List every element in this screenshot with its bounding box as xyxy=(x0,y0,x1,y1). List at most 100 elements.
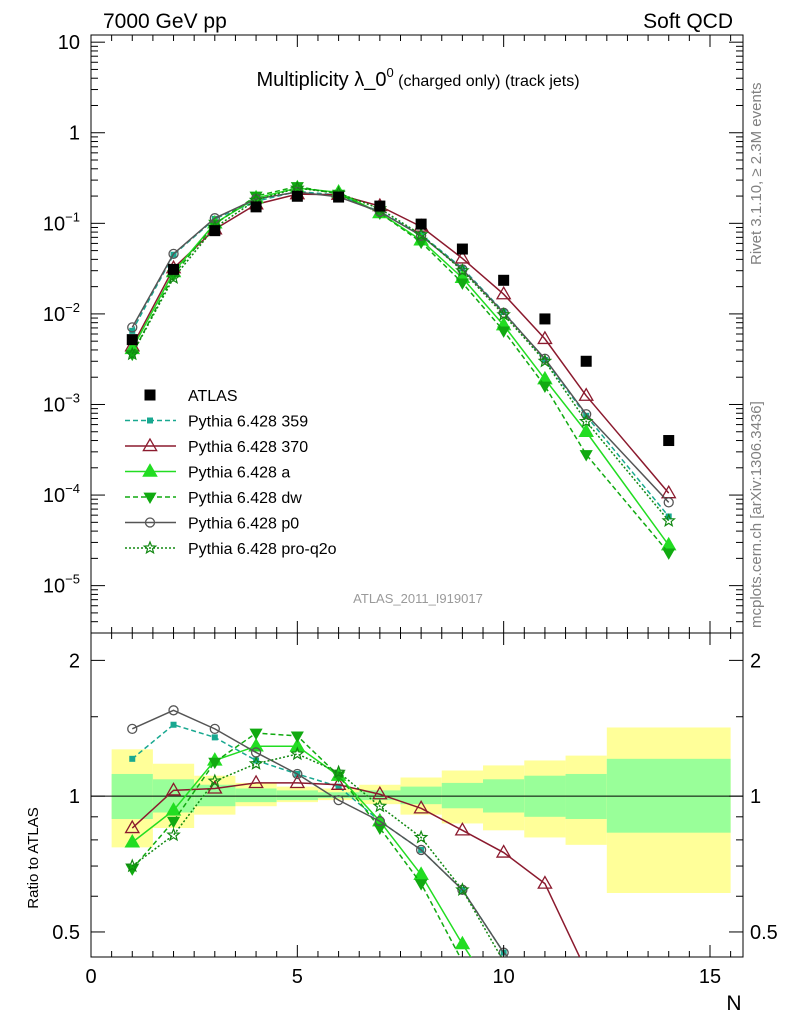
data-marker xyxy=(209,723,220,735)
data-marker xyxy=(129,327,136,334)
header-left: 7000 GeV pp xyxy=(103,10,227,33)
data-marker xyxy=(248,774,264,789)
data-marker xyxy=(374,816,386,827)
data-marker xyxy=(125,864,139,876)
data-marker xyxy=(209,225,221,237)
data-marker xyxy=(333,794,344,806)
y-tick-exponent: −2 xyxy=(65,300,80,315)
data-marker xyxy=(211,734,218,741)
data-marker xyxy=(538,381,552,393)
band-inner xyxy=(359,790,401,801)
legend-label: ATLAS xyxy=(188,388,238,405)
side-label-mcplots: mcplots.cern.ch [arXiv:1306.3436] xyxy=(748,401,765,628)
legend-label: Pythia 6.428 a xyxy=(188,465,290,482)
main-title-text: Multiplicity λ_0 xyxy=(256,69,386,91)
data-marker xyxy=(495,285,512,300)
data-marker xyxy=(415,218,427,230)
band-inner xyxy=(441,782,484,809)
data-marker xyxy=(129,755,136,762)
band-inner xyxy=(400,786,442,805)
ratio-y-tick-label-left: 1 xyxy=(69,786,80,808)
data-marker xyxy=(290,180,305,195)
series-pythia-6-428-p0 xyxy=(127,705,509,957)
data-marker xyxy=(333,191,345,203)
series-line xyxy=(131,753,502,957)
data-marker xyxy=(166,816,181,829)
data-marker xyxy=(454,250,471,264)
y-tick-label: 1 xyxy=(69,123,80,145)
data-marker xyxy=(537,875,553,889)
data-marker xyxy=(578,387,594,401)
series-line xyxy=(131,709,509,957)
data-marker xyxy=(495,844,512,858)
data-marker xyxy=(124,858,140,873)
data-marker xyxy=(127,322,138,333)
data-marker xyxy=(124,834,141,848)
analysis-watermark: ATLAS_2011_I919017 xyxy=(353,591,483,606)
data-marker xyxy=(455,882,470,896)
y-tick-base: 10 xyxy=(58,32,80,54)
data-marker xyxy=(496,307,511,321)
x-tick-label: 5 xyxy=(292,966,303,988)
data-marker xyxy=(454,822,471,836)
data-marker xyxy=(124,346,140,361)
data-marker xyxy=(415,844,427,856)
y-tick-exponent: −3 xyxy=(65,390,80,405)
header-right: Soft QCD xyxy=(643,10,733,33)
data-marker xyxy=(413,829,429,844)
y-tick-label: 10−5 xyxy=(43,572,80,598)
x-axis-label: N xyxy=(726,992,741,1015)
series-pythia-6-428-370 xyxy=(124,774,581,957)
data-marker xyxy=(454,935,471,950)
data-marker xyxy=(498,274,510,286)
data-marker xyxy=(459,265,466,272)
data-marker xyxy=(374,200,386,212)
data-marker xyxy=(207,780,223,794)
data-marker xyxy=(537,330,553,345)
data-marker xyxy=(663,435,675,447)
data-marker xyxy=(147,417,153,424)
data-marker xyxy=(580,355,592,367)
data-marker xyxy=(578,423,594,437)
data-marker xyxy=(144,517,156,528)
data-marker xyxy=(290,731,304,743)
data-marker xyxy=(126,334,138,346)
data-marker xyxy=(414,879,428,891)
data-marker xyxy=(415,230,427,241)
side-label-rivet: Rivet 3.1.10, ≥ 2.3M events xyxy=(748,83,765,266)
data-marker xyxy=(124,819,141,834)
ratio-y-tick-label-left: 2 xyxy=(69,650,80,672)
band-inner xyxy=(194,784,236,807)
data-marker xyxy=(537,353,553,368)
data-marker xyxy=(166,270,181,285)
data-marker xyxy=(330,776,347,790)
main-title: Multiplicity λ_00 (charged only) (track … xyxy=(256,65,579,91)
data-marker xyxy=(372,798,388,813)
data-marker xyxy=(168,705,179,716)
x-tick-label: 0 xyxy=(85,966,96,988)
data-marker xyxy=(165,782,182,796)
band-inner xyxy=(235,788,277,803)
data-marker xyxy=(662,548,676,560)
data-marker xyxy=(413,866,429,880)
data-marker xyxy=(663,497,674,508)
ratio-y-tick-label-right: 1 xyxy=(750,786,761,808)
ratio-y-tick-label-right: 0.5 xyxy=(750,922,778,944)
y-tick-label: 10−3 xyxy=(43,390,80,416)
data-marker xyxy=(661,513,676,527)
legend-label: Pythia 6.428 359 xyxy=(188,414,308,431)
data-marker xyxy=(208,757,222,770)
data-marker xyxy=(291,190,303,202)
data-marker xyxy=(253,757,260,764)
data-marker xyxy=(289,737,306,752)
x-tick-label: 15 xyxy=(699,966,721,988)
data-marker xyxy=(578,413,594,428)
main-title-suffix: (charged only) (track jets) xyxy=(394,73,580,90)
legend-label: Pythia 6.428 pro-q2o xyxy=(188,541,337,558)
series-atlas xyxy=(126,190,675,447)
data-marker xyxy=(292,768,303,780)
data-marker xyxy=(166,827,181,842)
data-marker xyxy=(170,721,177,728)
